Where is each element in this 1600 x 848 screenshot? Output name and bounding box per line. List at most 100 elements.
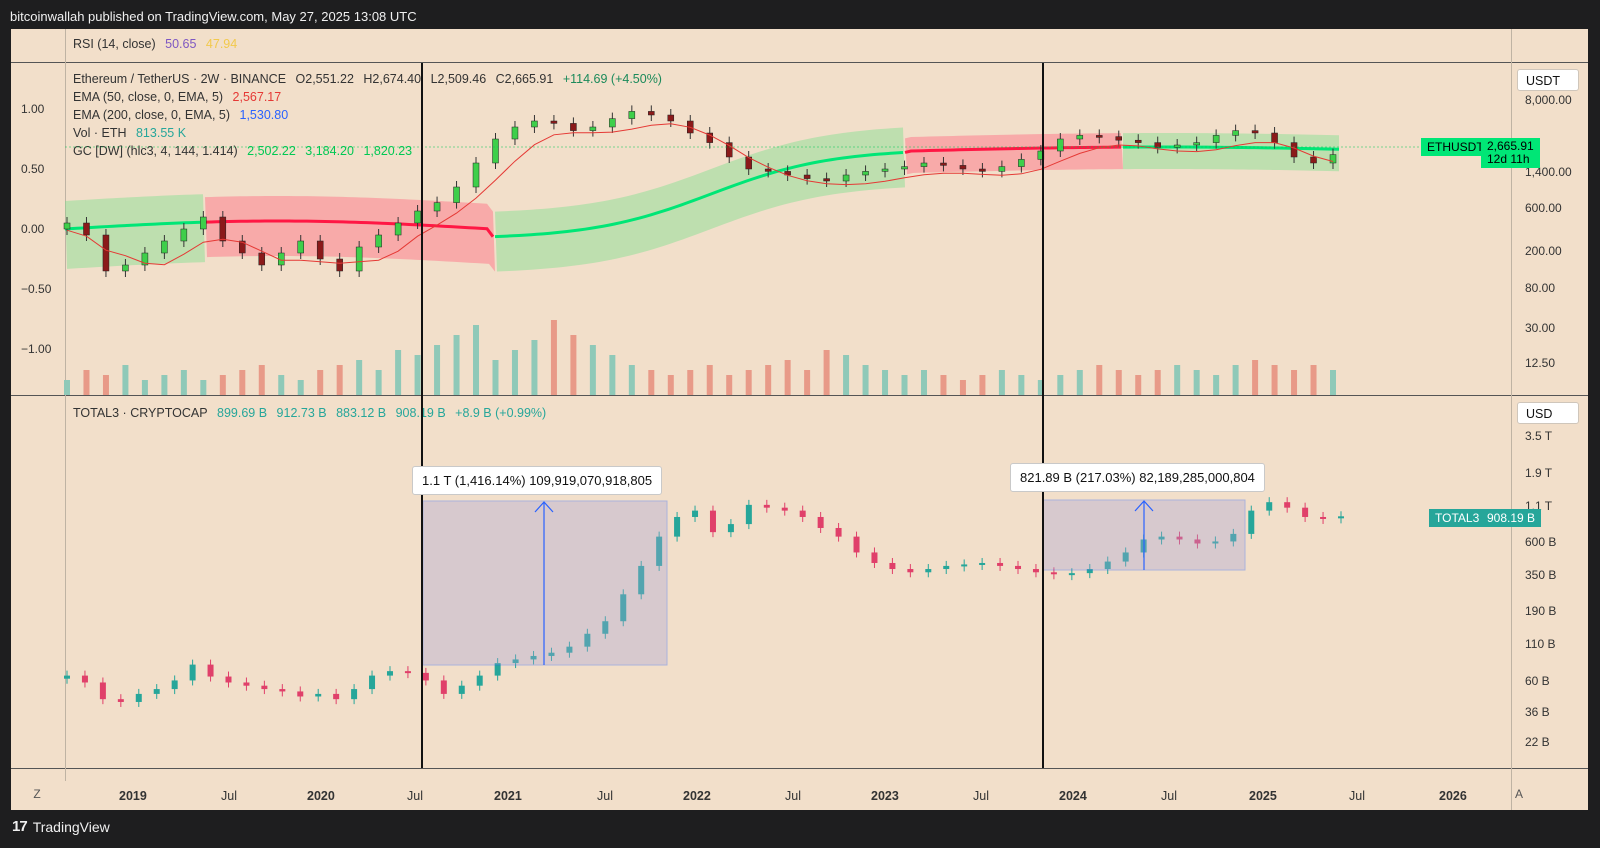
eth-candle bbox=[1251, 130, 1259, 134]
total3-low: 883.12 B bbox=[336, 406, 387, 420]
eth-candle bbox=[1115, 136, 1123, 141]
time-axis-label: Jul bbox=[407, 789, 423, 803]
pane-separator-1[interactable] bbox=[11, 62, 1588, 63]
measure-annotation-2: 821.89 B (217.03%) 82,189,285,000,804 bbox=[1010, 463, 1265, 492]
total3-candle bbox=[99, 682, 106, 700]
footer: 17 TradingView bbox=[12, 818, 110, 835]
volume-bar bbox=[278, 375, 285, 395]
total3-candle bbox=[566, 646, 573, 653]
eth-candle bbox=[1018, 159, 1025, 167]
eth-candle bbox=[1134, 139, 1142, 143]
total3-candle bbox=[835, 527, 842, 537]
ema50-line bbox=[66, 123, 1334, 266]
t3-right-axis-label: 110 B bbox=[1525, 637, 1556, 651]
total3-candle bbox=[243, 682, 250, 686]
eth-candle bbox=[1154, 142, 1161, 148]
gc-midline-green bbox=[494, 151, 904, 239]
chart-canvas[interactable] bbox=[11, 29, 1588, 810]
volume-legend: Vol · ETH 813.55 K bbox=[73, 126, 192, 140]
volume-bar bbox=[998, 370, 1005, 395]
total3-candle bbox=[763, 504, 770, 508]
eth-candle bbox=[200, 216, 207, 230]
time-axis-label: Jul bbox=[1161, 789, 1177, 803]
volume-bar bbox=[550, 320, 557, 395]
eth-unit-selector[interactable]: USDT bbox=[1517, 69, 1579, 91]
eth-candle bbox=[355, 246, 363, 272]
volume-bar bbox=[745, 370, 752, 395]
volume-bar bbox=[219, 375, 226, 395]
ema50-value: 2,567.17 bbox=[232, 90, 282, 104]
volume-bar bbox=[823, 350, 830, 395]
volume-bar bbox=[336, 365, 343, 395]
total3-candle bbox=[1338, 516, 1344, 519]
total3-symbol-tag: TOTAL3 bbox=[1429, 509, 1486, 527]
gc-midline-red bbox=[904, 145, 1122, 154]
eth-candle bbox=[122, 264, 129, 272]
auto-scale-button[interactable]: A bbox=[1514, 787, 1523, 801]
time-axis-label: Jul bbox=[785, 789, 801, 803]
time-axis-label: 2019 bbox=[119, 789, 147, 803]
ema200-label: EMA (200, close, 0, EMA, 5) bbox=[73, 108, 231, 122]
total3-candle bbox=[279, 689, 286, 692]
volume-bar bbox=[706, 365, 713, 395]
eth-candle bbox=[667, 114, 675, 122]
ema50-label: EMA (50, close, 0, EMA, 5) bbox=[73, 90, 224, 104]
eth-candle bbox=[920, 162, 928, 167]
gc-midline-red bbox=[204, 219, 495, 238]
eth-candle bbox=[842, 174, 850, 182]
time-axis-label: Jul bbox=[1349, 789, 1365, 803]
total3-candle bbox=[1122, 552, 1129, 562]
total3-candle bbox=[135, 693, 142, 702]
eth-pane[interactable]: Ethereum / TetherUS · 2W · BINANCE O2,55… bbox=[11, 63, 1588, 395]
t3-right-axis-label: 3.5 T bbox=[1525, 429, 1553, 443]
rsi-pane[interactable]: RSI (14, close) 50.65 47.94 bbox=[11, 29, 1588, 61]
rsi-value-2: 47.94 bbox=[205, 37, 238, 51]
time-axis-label: Jul bbox=[597, 789, 613, 803]
gc-band-green bbox=[65, 194, 205, 269]
eth-candle bbox=[492, 138, 499, 164]
total3-candle bbox=[440, 680, 447, 694]
volume-bar bbox=[1037, 380, 1044, 395]
volume-bar bbox=[726, 375, 733, 395]
volume-bar bbox=[804, 370, 811, 395]
total3-unit-selector[interactable]: USD bbox=[1517, 402, 1579, 424]
total3-candle bbox=[476, 675, 483, 686]
volume-bar bbox=[1076, 370, 1083, 395]
gc-value-1: 2,502.22 bbox=[247, 144, 296, 158]
publisher-line: bitcoinwallah published on TradingView.c… bbox=[10, 9, 417, 24]
volume-bar bbox=[901, 375, 908, 395]
total3-candle bbox=[1248, 510, 1255, 534]
time-axis-label: Jul bbox=[221, 789, 237, 803]
total3-candle bbox=[548, 652, 555, 656]
eth-candle bbox=[550, 120, 558, 124]
volume-bar bbox=[297, 380, 304, 395]
ethusdt-countdown: 12d 11h bbox=[1487, 152, 1530, 166]
eth-candle bbox=[1310, 156, 1317, 164]
volume-bar bbox=[1057, 375, 1064, 395]
volume-bar bbox=[687, 370, 694, 395]
volume-bar bbox=[1213, 375, 1220, 395]
total3-candle bbox=[404, 671, 411, 674]
volume-bar bbox=[83, 370, 90, 395]
total3-title: TOTAL3 · CRYPTOCAP bbox=[73, 406, 208, 420]
total3-candle bbox=[494, 663, 501, 676]
total3-candle bbox=[207, 664, 214, 677]
volume-bar bbox=[122, 365, 129, 395]
volume-bar bbox=[765, 365, 772, 395]
eth-candle bbox=[764, 168, 772, 172]
volume-bar bbox=[64, 380, 70, 395]
measure-box-1 bbox=[422, 500, 668, 666]
total3-candle bbox=[1230, 533, 1237, 542]
eth-candle bbox=[901, 166, 908, 170]
eth-candle bbox=[63, 222, 71, 230]
total3-candle bbox=[692, 510, 699, 517]
total3-pane[interactable]: TOTAL3 · CRYPTOCAP 899.69 B 912.73 B 883… bbox=[11, 396, 1588, 768]
pane-separator-2[interactable] bbox=[11, 395, 1588, 396]
volume-bar bbox=[979, 375, 986, 395]
total3-candle bbox=[530, 655, 537, 660]
timezone-button[interactable]: Z bbox=[33, 787, 41, 801]
volume-bar bbox=[453, 335, 460, 395]
rsi-label: RSI (14, close) bbox=[73, 37, 156, 51]
volume-bar bbox=[531, 340, 538, 395]
time-axis-label: 2024 bbox=[1059, 789, 1087, 803]
